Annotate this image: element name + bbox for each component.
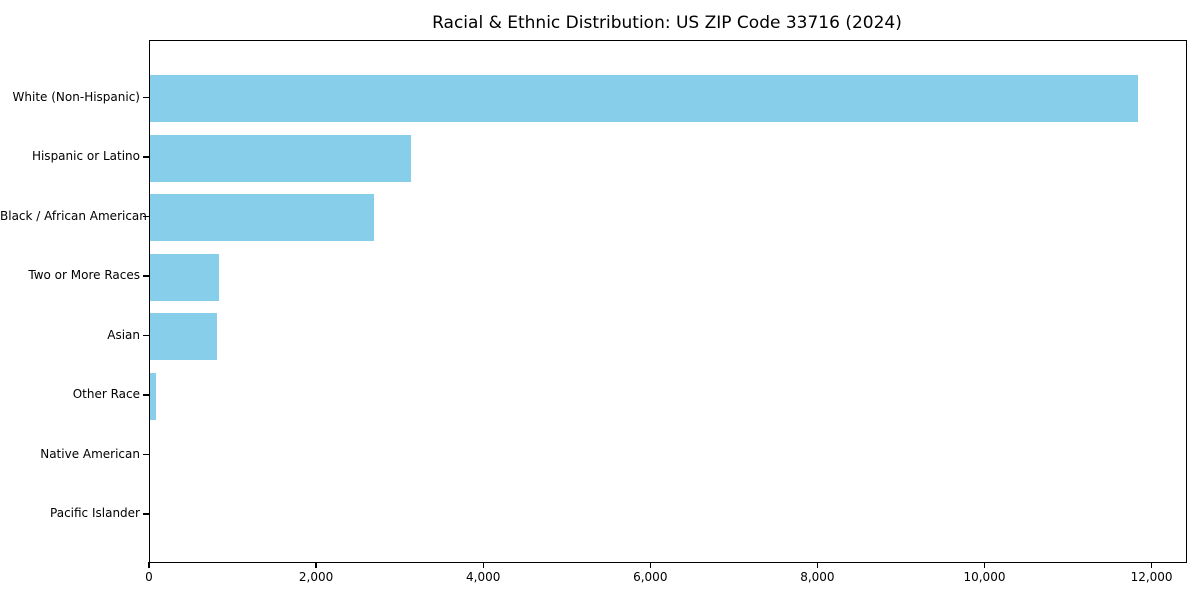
bar-black-african-american (150, 194, 374, 241)
x-tick-0 (148, 562, 150, 568)
bar-asian (150, 313, 217, 360)
x-label-0: 0 (145, 570, 153, 584)
chart-title: Racial & Ethnic Distribution: US ZIP Cod… (432, 13, 902, 33)
y-label-pacific-islander: Pacific Islander (50, 506, 140, 520)
x-label-12000: 12,000 (1130, 570, 1173, 584)
y-label-white-non-hispanic: White (Non-Hispanic) (12, 89, 140, 104)
y-tick-other-race (143, 394, 149, 396)
y-tick-white-non-hispanic (143, 96, 149, 99)
y-tick-black-african-american (143, 215, 149, 218)
x-label-4000: 4,000 (466, 570, 501, 584)
y-label-black-african-american: Black / African American (0, 208, 147, 223)
bar-two-or-more-races (150, 253, 220, 301)
x-tick-8000 (816, 562, 818, 568)
x-tick-2000 (315, 562, 317, 568)
plot-area (149, 40, 1187, 563)
bar-other-race (150, 372, 157, 420)
x-tick-12000 (1150, 562, 1153, 568)
x-label-2000: 2,000 (298, 570, 334, 584)
x-label-10000: 10,000 (963, 570, 1006, 584)
x-label-6000: 6,000 (633, 570, 668, 584)
y-label-hispanic-or-latino: Hispanic or Latino (31, 149, 140, 163)
y-label-other-race: Other Race (72, 387, 140, 401)
y-label-native-american: Native American (40, 446, 140, 461)
y-tick-hispanic-or-latino (143, 156, 149, 158)
bar-white-non-hispanic (150, 75, 1138, 122)
x-label-8000: 8,000 (800, 570, 835, 584)
x-tick-6000 (649, 562, 651, 568)
y-label-asian: Asian (107, 327, 140, 342)
y-label-two-or-more-races: Two or More Races (28, 268, 140, 282)
y-tick-asian (143, 334, 149, 337)
x-tick-4000 (482, 562, 484, 568)
y-tick-pacific-islander (143, 513, 149, 515)
y-tick-two-or-more-races (143, 275, 149, 277)
x-tick-10000 (983, 562, 986, 568)
y-tick-native-american (143, 453, 149, 456)
bar-hispanic-or-latino (150, 134, 411, 182)
